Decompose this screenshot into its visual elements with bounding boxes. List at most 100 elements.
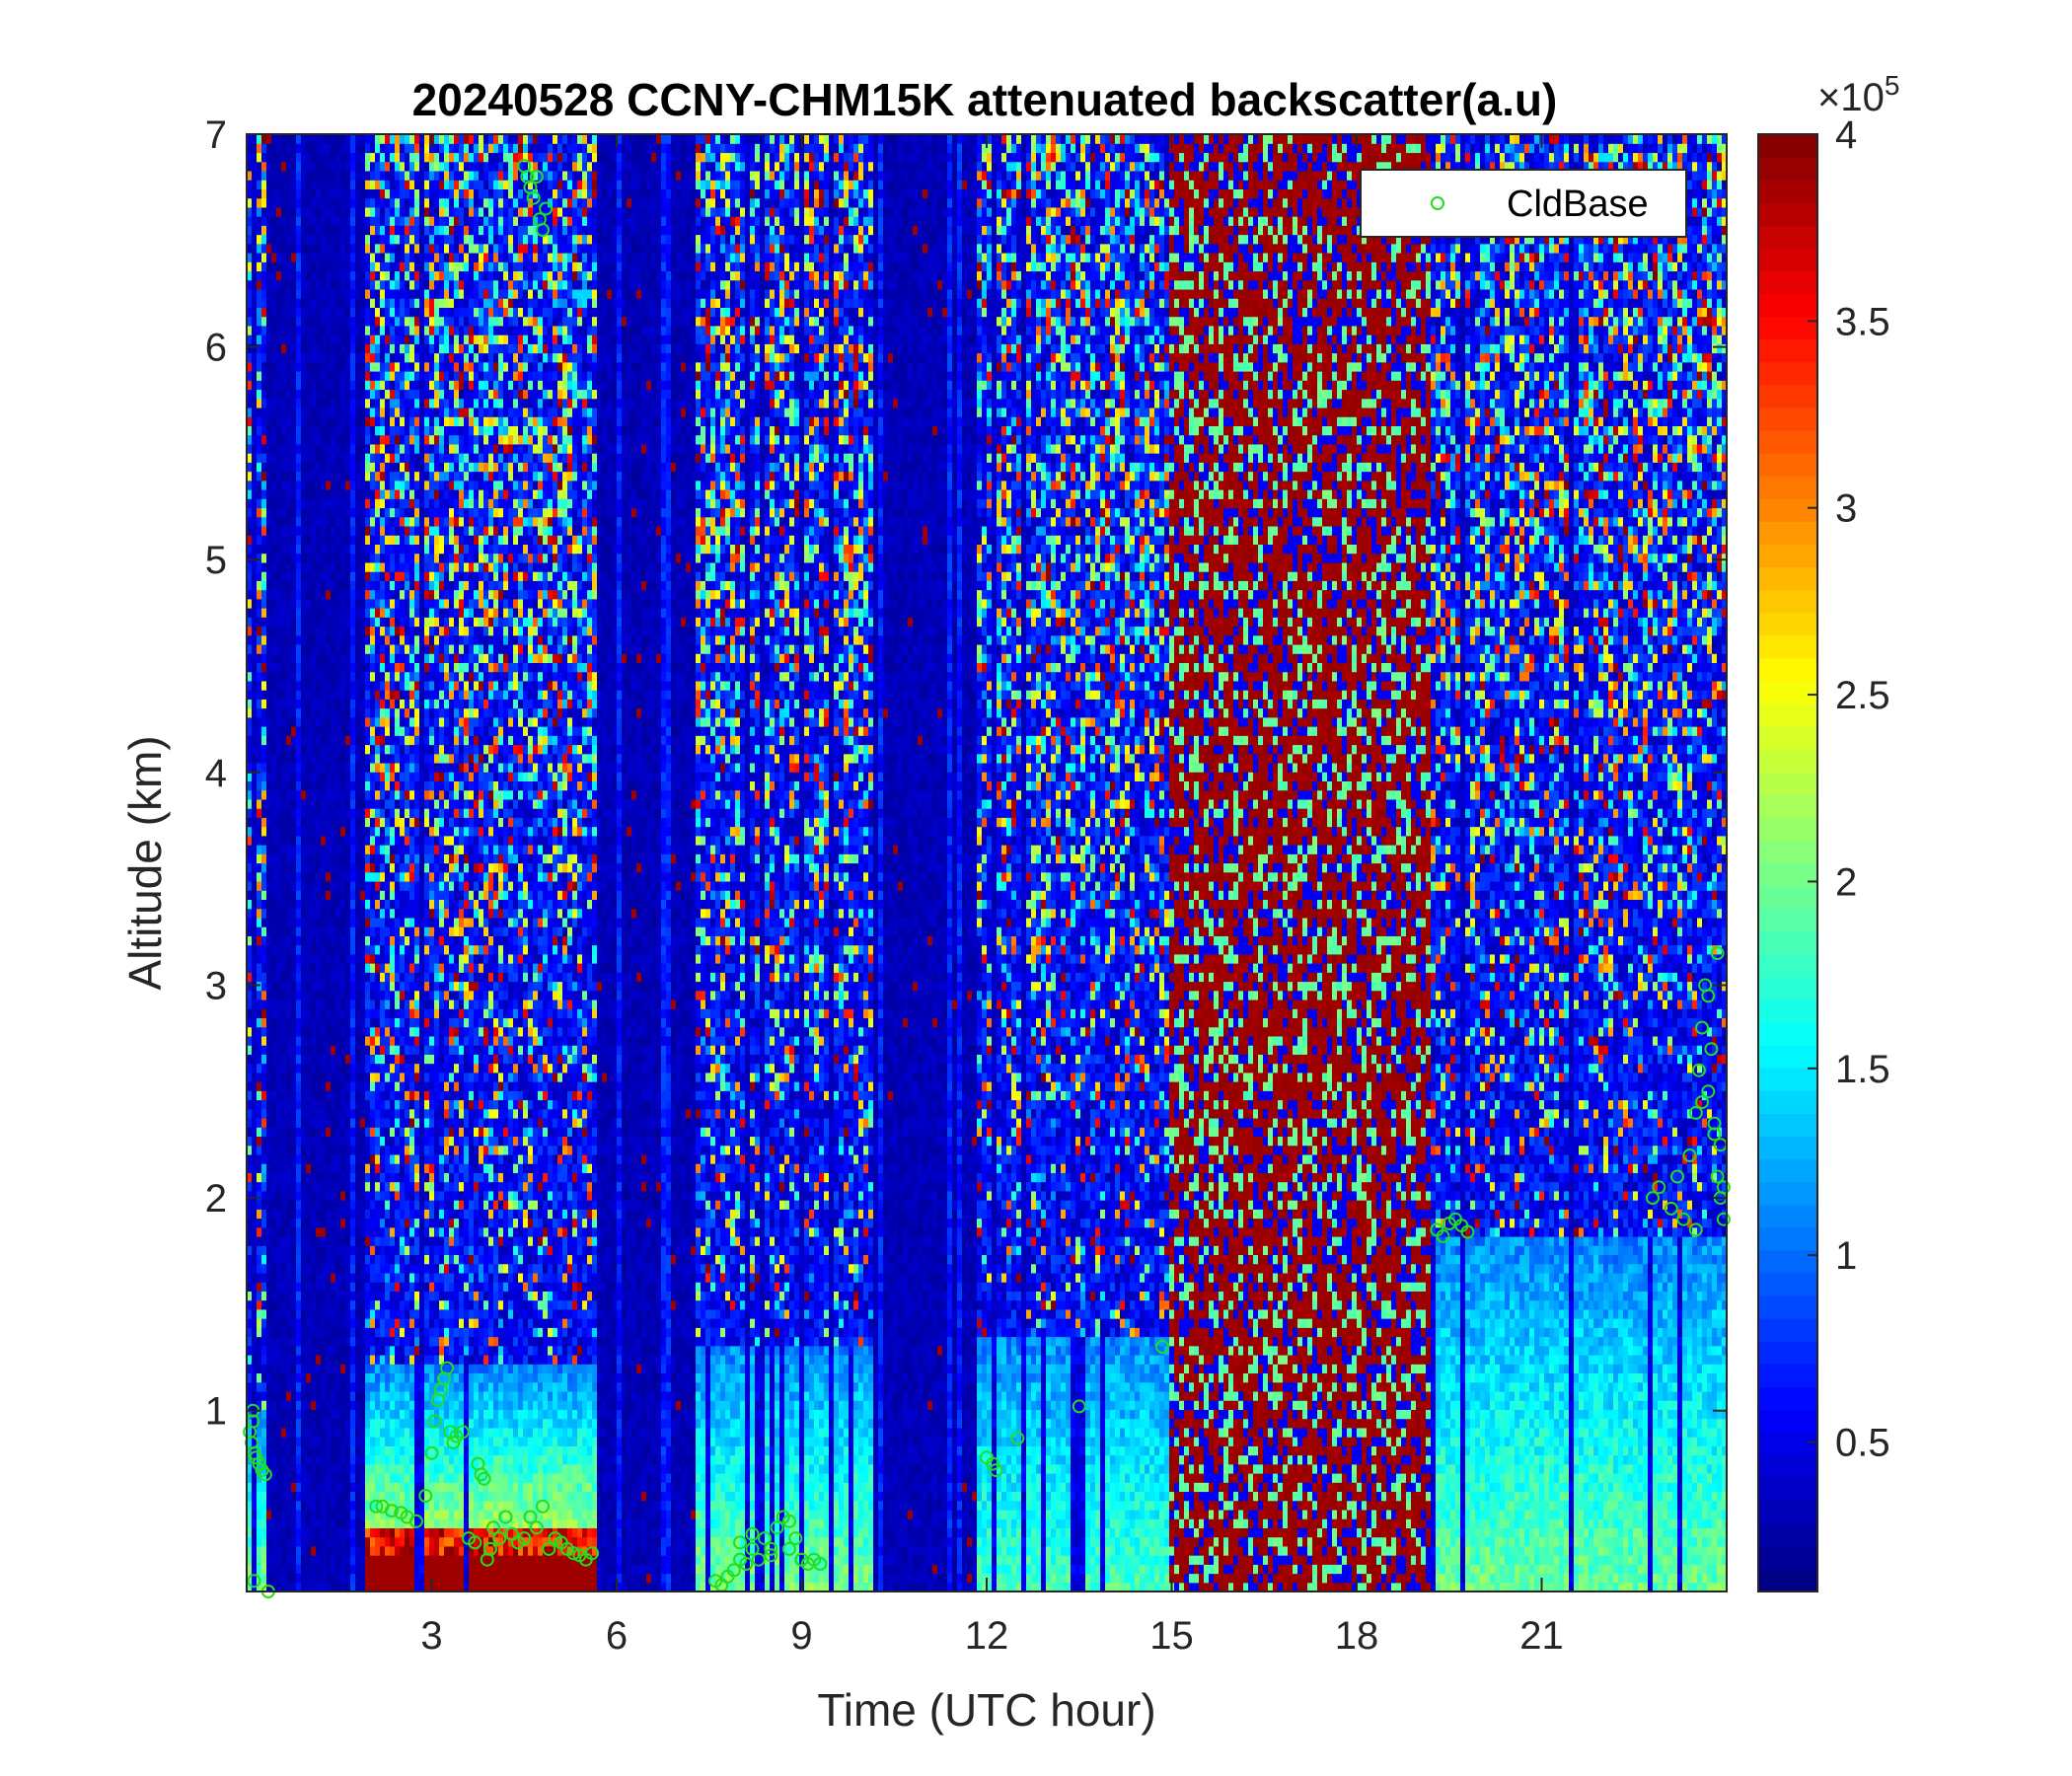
heatmap-cell [390,1146,396,1155]
heatmap-cell [380,780,386,790]
heatmap-cell [385,1337,391,1347]
heatmap-cell [326,1236,332,1246]
heatmap-cell [286,171,292,181]
heatmap-cell [301,334,307,344]
heatmap-cell [390,489,396,499]
heatmap-cell [340,162,346,172]
heatmap-cell [266,1245,272,1255]
heatmap-cell [370,481,376,490]
heatmap-cell [335,562,341,572]
heatmap-cell [340,1136,346,1146]
heatmap-cell [321,444,327,454]
heatmap-cell [281,1445,287,1455]
heatmap-cell [365,1355,371,1365]
heatmap-cell [257,507,262,517]
heatmap-cell [335,872,341,882]
heatmap-cell [385,1574,391,1584]
heatmap-cell [257,1245,262,1255]
heatmap-cell [266,1428,272,1438]
heatmap-cell [355,562,361,572]
heatmap-cell [276,635,282,645]
heatmap-cell [355,1282,361,1292]
heatmap-cell [375,171,381,181]
heatmap-cell [390,890,396,900]
heatmap-cell [306,1017,312,1027]
heatmap-cell [321,535,327,545]
heatmap-cell [326,836,332,846]
heatmap-cell [276,954,282,964]
heatmap-cell [296,1090,302,1100]
heatmap-cell [266,982,272,992]
heatmap-cell [340,1282,346,1292]
heatmap-cell [350,918,356,927]
heatmap-cell [365,444,371,454]
heatmap-cell [316,935,322,945]
heatmap-cell [355,982,361,992]
heatmap-cell [355,672,361,682]
heatmap-cell [257,498,262,508]
heatmap-cell [261,399,267,408]
heatmap-cell [355,1372,361,1382]
heatmap-cell [335,1428,341,1438]
heatmap-cell [257,1054,262,1064]
heatmap-cell [266,1127,272,1137]
heatmap-cell [345,954,351,964]
heatmap-cell [365,1191,371,1201]
heatmap-cell [271,681,277,691]
heatmap-cell [395,244,401,254]
heatmap-cell [291,481,297,490]
heatmap-cell [326,1437,332,1446]
heatmap-cell [316,726,322,736]
heatmap-cell [257,1027,262,1037]
heatmap-cell [385,1291,391,1300]
heatmap-cell [370,1163,376,1173]
heatmap-cell [340,171,346,181]
heatmap-cell [291,1209,297,1219]
heatmap-cell [261,326,267,335]
heatmap-cell [301,763,307,773]
heatmap-cell [301,1382,307,1392]
heatmap-cell [306,225,312,235]
heatmap-cell [350,708,356,718]
heatmap-cell [350,298,356,308]
heatmap-cell [261,134,267,144]
heatmap-cell [311,498,317,508]
heatmap-cell [331,954,336,964]
heatmap-cell [281,1346,287,1356]
heatmap-cell [296,890,302,900]
heatmap-cell [335,836,341,846]
heatmap-cell [276,672,282,682]
heatmap-cell [390,416,396,426]
heatmap-cell [355,1172,361,1182]
heatmap-cell [326,999,332,1009]
heatmap-cell [390,517,396,527]
heatmap-cell [385,617,391,627]
heatmap-cell [360,353,366,363]
heatmap-cell [370,362,376,372]
heatmap-cell [301,1227,307,1237]
heatmap-cell [340,1300,346,1310]
heatmap-cell [301,554,307,563]
heatmap-cell [365,717,371,727]
heatmap-cell [340,899,346,909]
heatmap-cell [365,790,371,800]
heatmap-cell [355,763,361,773]
heatmap-cell [365,235,371,245]
heatmap-cell [340,909,346,919]
heatmap-cell [271,1464,277,1474]
heatmap-cell [321,544,327,554]
heatmap-cell [375,180,381,189]
heatmap-cell [370,1282,376,1292]
heatmap-cell [380,152,386,162]
heatmap-cell [331,143,336,153]
heatmap-cell [252,462,258,472]
heatmap-cell [252,999,258,1009]
heatmap-cell [340,1245,346,1255]
heatmap-cell [345,261,351,271]
heatmap-cell [296,1027,302,1037]
heatmap-cell [257,380,262,390]
heatmap-cell [291,1100,297,1110]
heatmap-cell [380,1473,386,1483]
heatmap-cell [355,1491,361,1501]
heatmap-cell [311,1537,317,1547]
